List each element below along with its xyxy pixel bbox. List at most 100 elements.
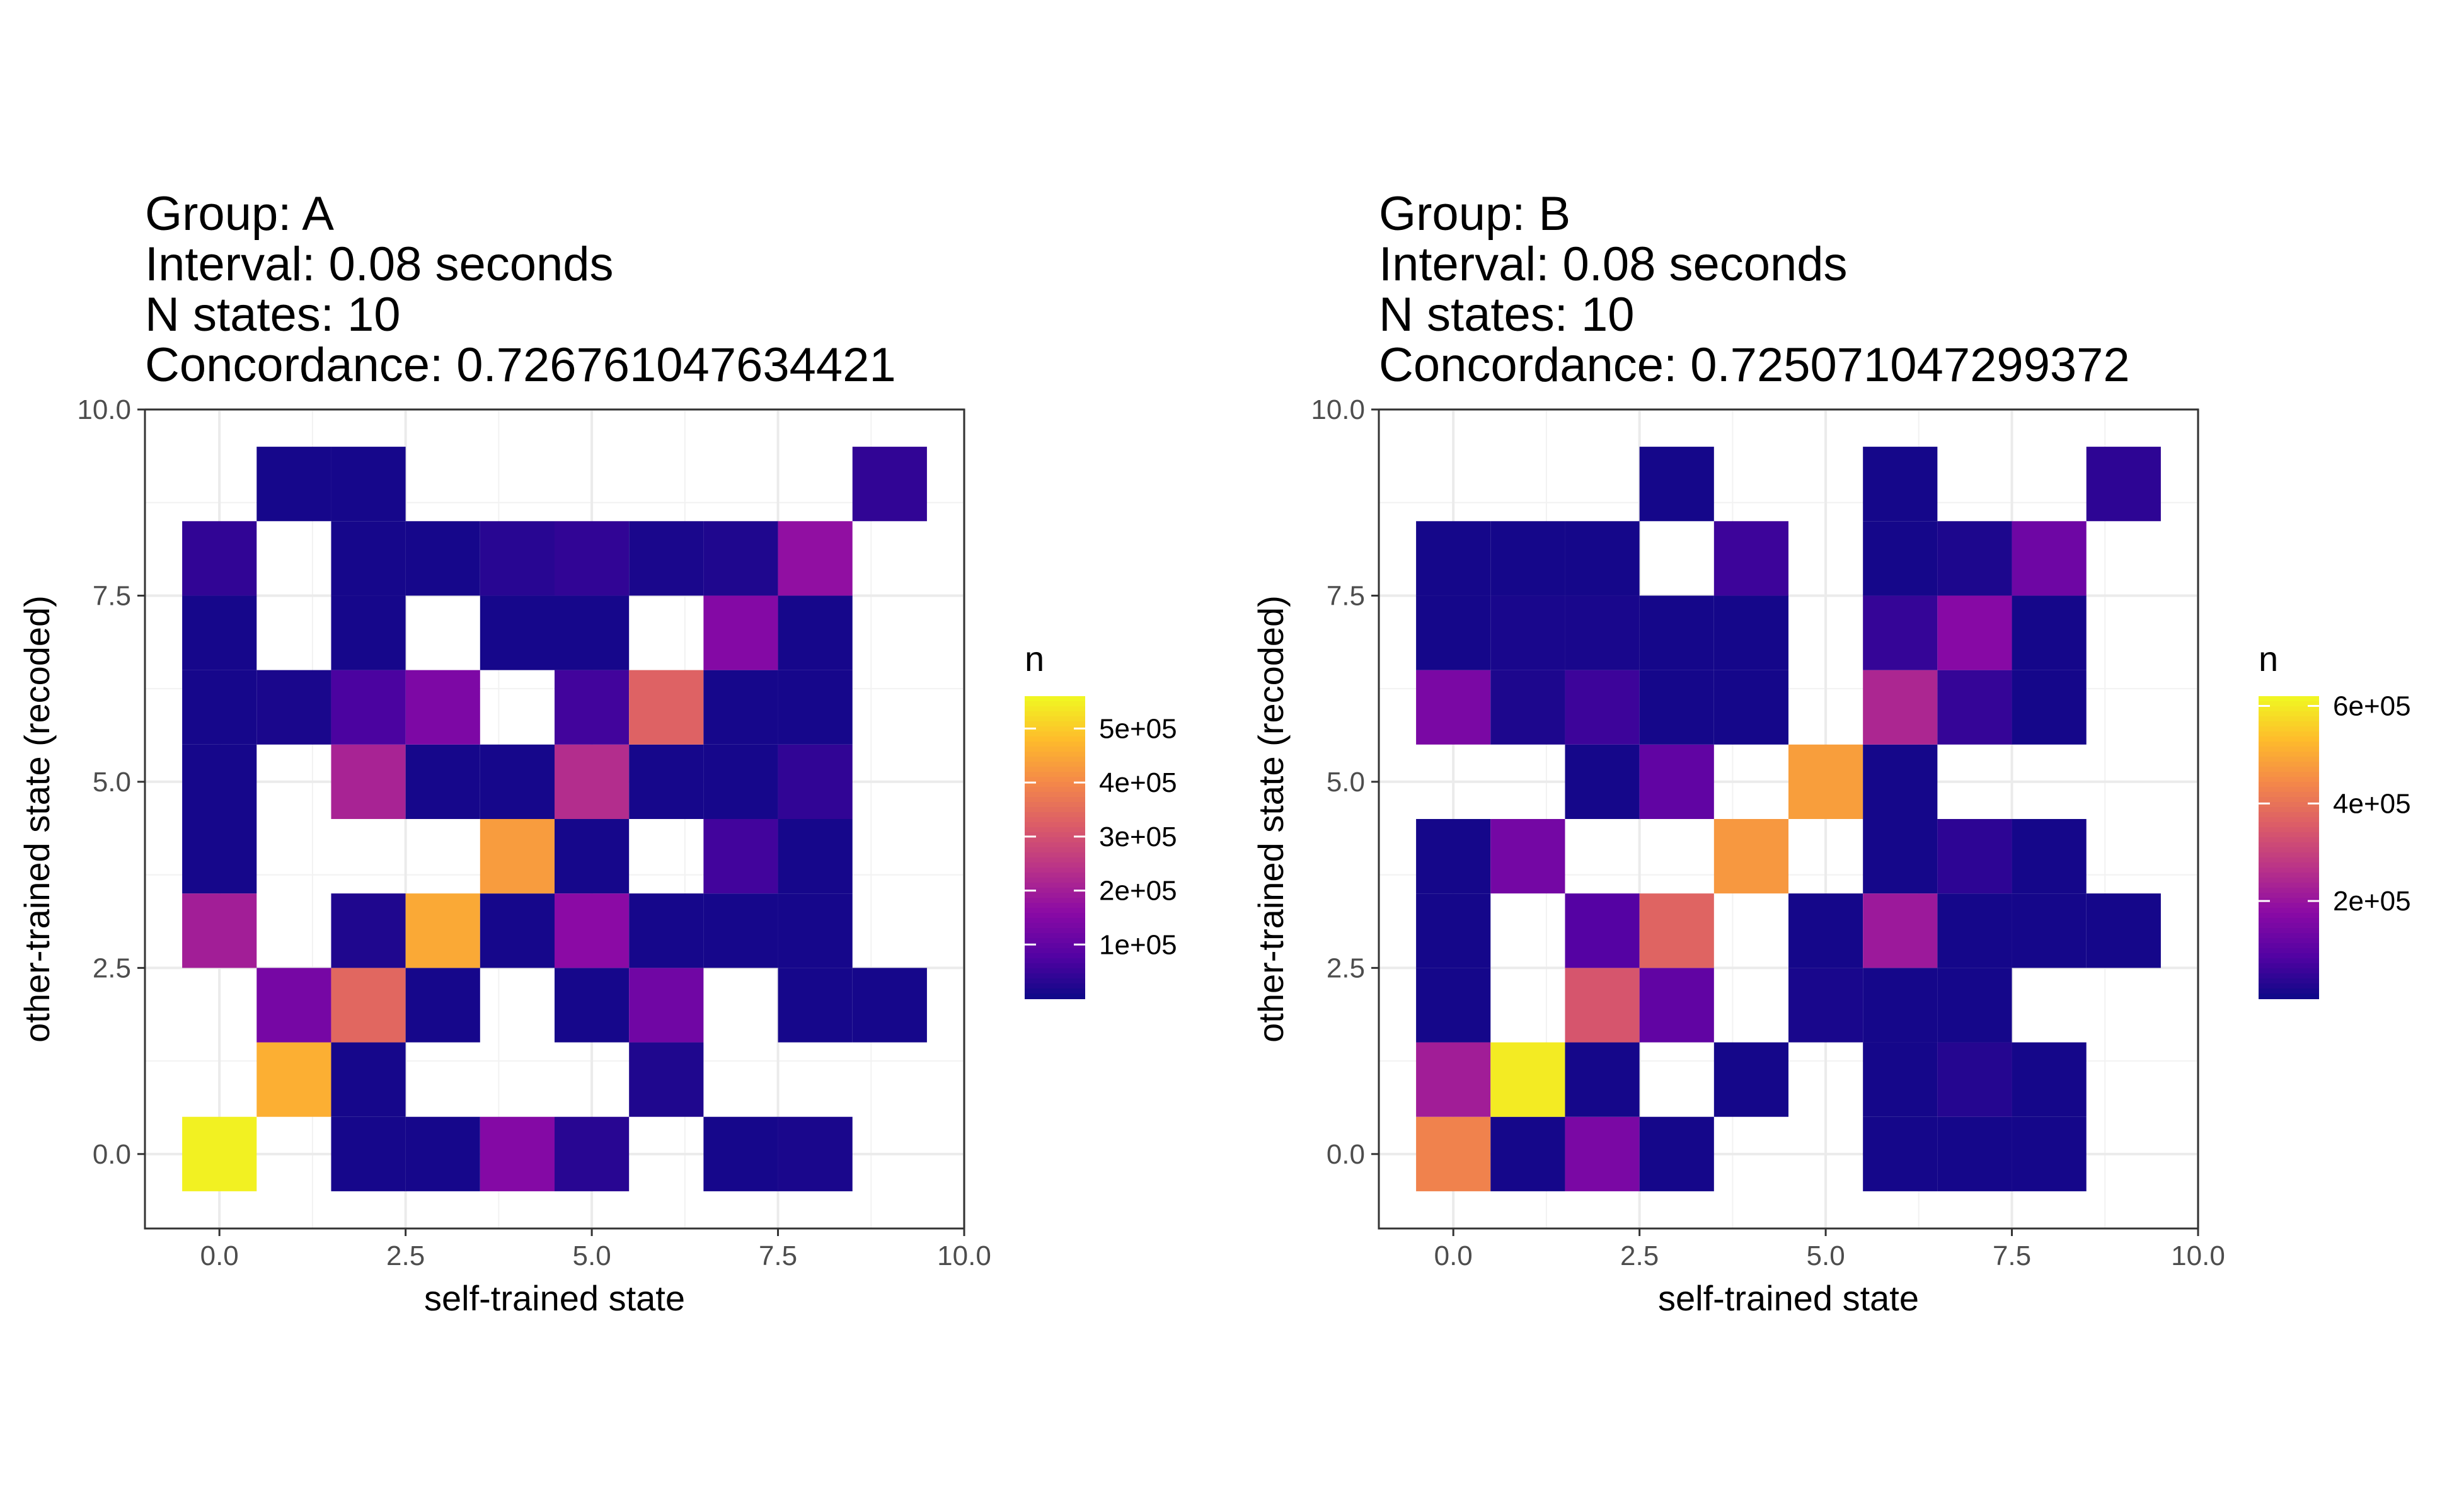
heatmap-tile (555, 595, 630, 670)
legend-color-step (2259, 857, 2319, 863)
heatmap-tile (1639, 670, 1714, 745)
x-tick-label: 10.0 (937, 1240, 991, 1271)
heatmap-tile (555, 1116, 630, 1191)
legend-color-step (2259, 822, 2319, 828)
heatmap-tile (182, 1116, 257, 1191)
heatmap-tile (480, 893, 555, 968)
y-tick-label: 0.0 (1327, 1139, 1365, 1170)
legend-color-step (1025, 827, 1085, 833)
heatmap-tile (1565, 595, 1640, 670)
legend-color-step (1025, 893, 1085, 898)
legend-color-step (1025, 817, 1085, 823)
legend-color-step (1025, 701, 1085, 707)
heatmap-tile (256, 670, 331, 745)
legend-color-step (2259, 736, 2319, 742)
legend-tick-label: 4e+05 (1099, 767, 1177, 798)
legend-color-step (2259, 847, 2319, 853)
legend-color-step (2259, 883, 2319, 888)
heatmap-tile (1863, 670, 1938, 745)
heatmap-tile (778, 1116, 853, 1191)
heatmap-tile (1863, 1116, 1938, 1191)
legend-color-step (1025, 797, 1085, 803)
legend-tick-label: 3e+05 (1099, 822, 1177, 852)
heatmap-tile (480, 595, 555, 670)
chart-title-line: Concordance: 0.725071047299372 (1379, 338, 2130, 392)
legend-color-step (2259, 938, 2319, 944)
legend-color-step (2259, 711, 2319, 717)
legend-color-step (1025, 898, 1085, 903)
color-legend: n 2e+05 4e+05 6e+05 (2259, 639, 2411, 999)
legend-color-step (1025, 913, 1085, 919)
heatmap-tile (555, 670, 630, 745)
legend-color-step (1025, 842, 1085, 848)
heatmap-tile (1490, 1042, 1565, 1117)
heatmap-tile (1639, 893, 1714, 968)
legend-title: n (2259, 639, 2278, 679)
heatmap-tile (182, 893, 257, 968)
legend-color-step (2259, 802, 2319, 808)
legend-color-step (1025, 918, 1085, 924)
legend-color-step (2259, 943, 2319, 949)
heatmap-tile (1937, 968, 2012, 1043)
heatmap-tile (256, 447, 331, 522)
heatmap-tile (1863, 968, 1938, 1043)
heatmap-tile (1639, 1116, 1714, 1191)
legend-tick-label: 6e+05 (2333, 690, 2411, 721)
heatmap-tile (1937, 1042, 2012, 1117)
y-tick-label: 0.0 (93, 1139, 131, 1170)
y-tick-label: 10.0 (1311, 394, 1365, 425)
legend-color-step (2259, 772, 2319, 777)
legend-color-step (2259, 797, 2319, 803)
heatmap-tile (1713, 521, 1788, 596)
legend-color-step (1025, 792, 1085, 798)
legend-color-step (1025, 994, 1085, 999)
legend-color-step (1025, 711, 1085, 717)
chart-title-line: Group: B (1379, 187, 1570, 241)
heatmap-tile (1863, 521, 1938, 596)
heatmap-tile (2012, 595, 2087, 670)
heatmap-tile (480, 521, 555, 596)
heatmap-tile (629, 744, 704, 819)
chart-title-line: N states: 10 (1379, 288, 1635, 341)
heatmap-tile (1639, 595, 1714, 670)
heatmap-tile (1863, 447, 1938, 522)
heatmap-tile (2086, 447, 2161, 522)
heatmap-tile (629, 1042, 704, 1117)
legend-color-step (2259, 873, 2319, 878)
legend-color-step (1025, 762, 1085, 767)
legend-color-step (2259, 903, 2319, 908)
heatmap-tile (1788, 968, 1863, 1043)
legend-color-step (2259, 726, 2319, 732)
legend-color-step (2259, 933, 2319, 939)
heatmap-tile (1490, 819, 1565, 894)
legend-color-step (1025, 908, 1085, 914)
y-axis-title: other-trained state (recoded) (1251, 595, 1291, 1043)
legend-tick-label: 2e+05 (1099, 876, 1177, 907)
heatmap-tile (1788, 744, 1863, 819)
x-tick-label: 5.0 (573, 1240, 611, 1271)
y-axis-title: other-trained state (recoded) (17, 595, 57, 1043)
legend-color-step (1025, 973, 1085, 979)
legend-color-step (2259, 731, 2319, 737)
chart-title-line: Interval: 0.08 seconds (145, 238, 614, 291)
heatmap-tile (555, 521, 630, 596)
legend-color-step (1025, 787, 1085, 793)
heatmap-tile (182, 744, 257, 819)
heatmap-tile (629, 893, 704, 968)
y-tick-label: 7.5 (1327, 580, 1365, 611)
legend-color-step (2259, 792, 2319, 798)
heatmap-tile (331, 521, 406, 596)
heatmap-tile (1416, 893, 1491, 968)
heatmap-tile (2012, 1042, 2087, 1117)
legend-color-step (1025, 888, 1085, 893)
legend-color-step (1025, 933, 1085, 939)
x-tick-label: 7.5 (1993, 1240, 2031, 1271)
heatmap-tile (1937, 1116, 2012, 1191)
heatmap-tile (1416, 595, 1491, 670)
legend-color-step (2259, 757, 2319, 762)
heatmap-tile (703, 744, 778, 819)
panel-border (144, 408, 965, 1230)
heatmap-tile (1490, 595, 1565, 670)
legend-color-step (1025, 696, 1085, 702)
